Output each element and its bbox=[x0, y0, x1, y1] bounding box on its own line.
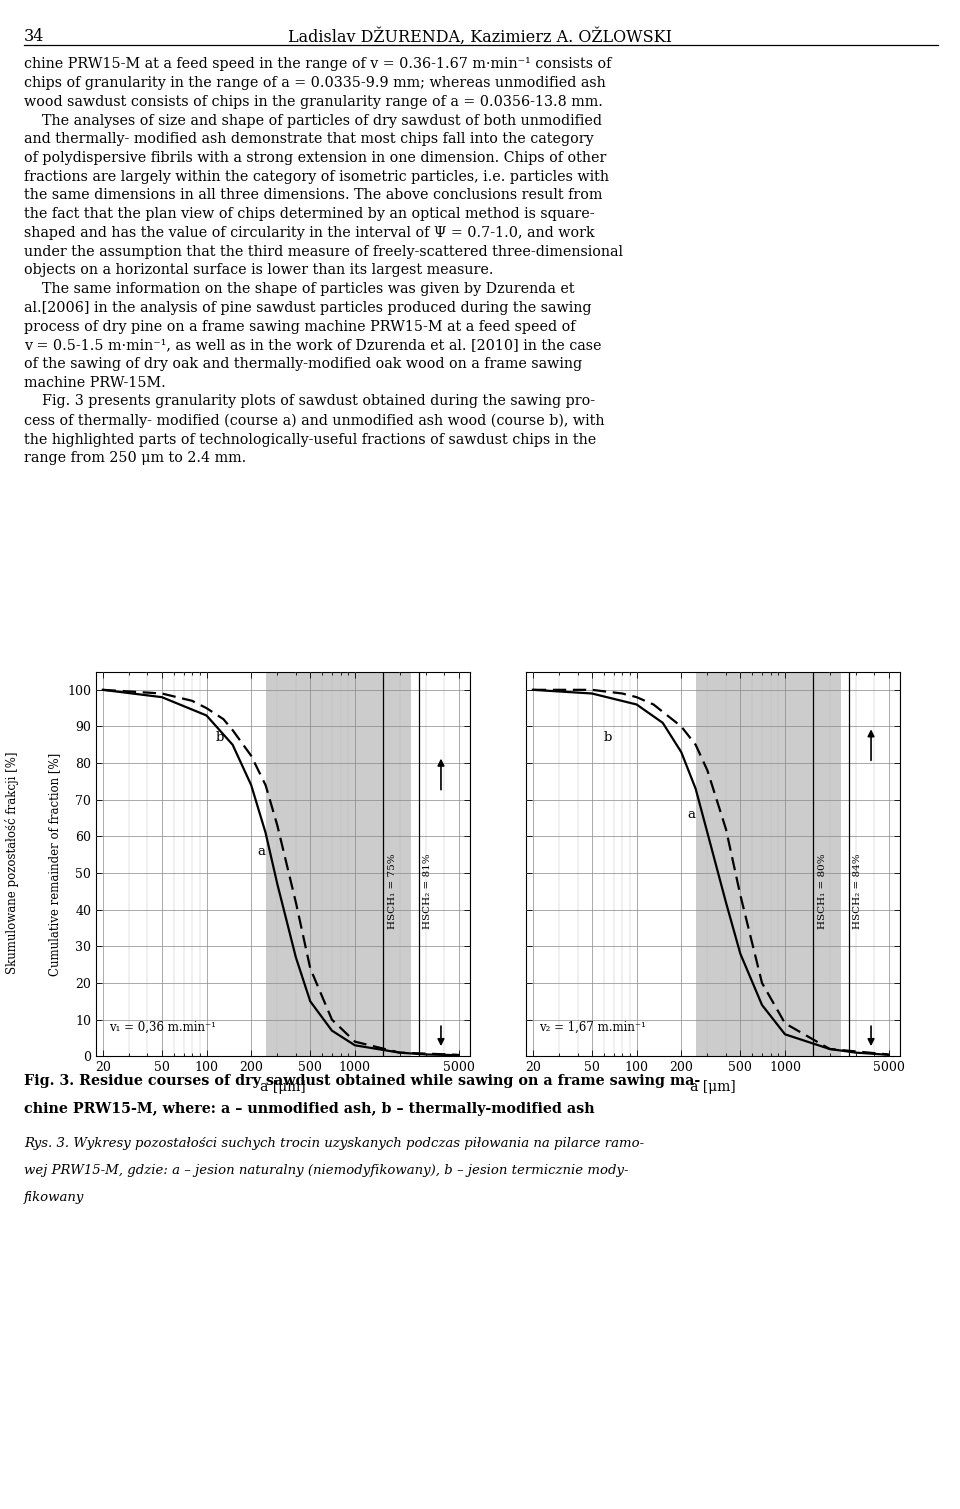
Bar bbox=[266, 672, 411, 1056]
Text: v₂ = 1,67 m.min⁻¹: v₂ = 1,67 m.min⁻¹ bbox=[539, 1020, 646, 1034]
Text: HSCH₂ = 81%: HSCH₂ = 81% bbox=[423, 854, 432, 930]
Y-axis label: Cumulative remainder of fraction [%]: Cumulative remainder of fraction [%] bbox=[49, 753, 61, 975]
Text: v₁ = 0,36 m.min⁻¹: v₁ = 0,36 m.min⁻¹ bbox=[108, 1020, 216, 1034]
Text: Skumulowane pozostałość frakcji [%]: Skumulowane pozostałość frakcji [%] bbox=[6, 751, 19, 975]
Text: fikowany: fikowany bbox=[24, 1191, 84, 1204]
Text: Rys. 3. Wykresy pozostałości suchych trocin uzyskanych podczas piłowania na pila: Rys. 3. Wykresy pozostałości suchych tro… bbox=[24, 1136, 644, 1150]
Text: chine PRW15-M at a feed speed in the range of v = 0.36-1.67 m·min⁻¹ consists of
: chine PRW15-M at a feed speed in the ran… bbox=[24, 57, 623, 465]
X-axis label: a [μm]: a [μm] bbox=[690, 1080, 736, 1094]
Text: b: b bbox=[216, 732, 224, 744]
Text: Ladislav DŽURENDA, Kazimierz A. OŽLOWSKI: Ladislav DŽURENDA, Kazimierz A. OŽLOWSKI bbox=[288, 29, 672, 45]
Text: a: a bbox=[687, 809, 695, 821]
Text: Fig. 3. Residue courses of dry sawdust obtained while sawing on a frame sawing m: Fig. 3. Residue courses of dry sawdust o… bbox=[24, 1074, 700, 1088]
Bar bbox=[696, 672, 841, 1056]
Text: wej PRW15-M, gdzie: a – jesion naturalny (niemodyfikowany), b – jesion termiczni: wej PRW15-M, gdzie: a – jesion naturalny… bbox=[24, 1163, 629, 1177]
Text: HSCH₁ = 80%: HSCH₁ = 80% bbox=[818, 854, 827, 930]
Text: b: b bbox=[604, 732, 612, 744]
Text: chine PRW15-M, where: a – unmodified ash, b – thermally-modified ash: chine PRW15-M, where: a – unmodified ash… bbox=[24, 1102, 594, 1115]
Text: 34: 34 bbox=[24, 29, 44, 45]
Text: HSCH₂ = 84%: HSCH₂ = 84% bbox=[853, 854, 862, 930]
X-axis label: a [μm]: a [μm] bbox=[260, 1080, 306, 1094]
Text: HSCH₁ = 75%: HSCH₁ = 75% bbox=[388, 854, 396, 930]
Text: a: a bbox=[257, 845, 265, 857]
